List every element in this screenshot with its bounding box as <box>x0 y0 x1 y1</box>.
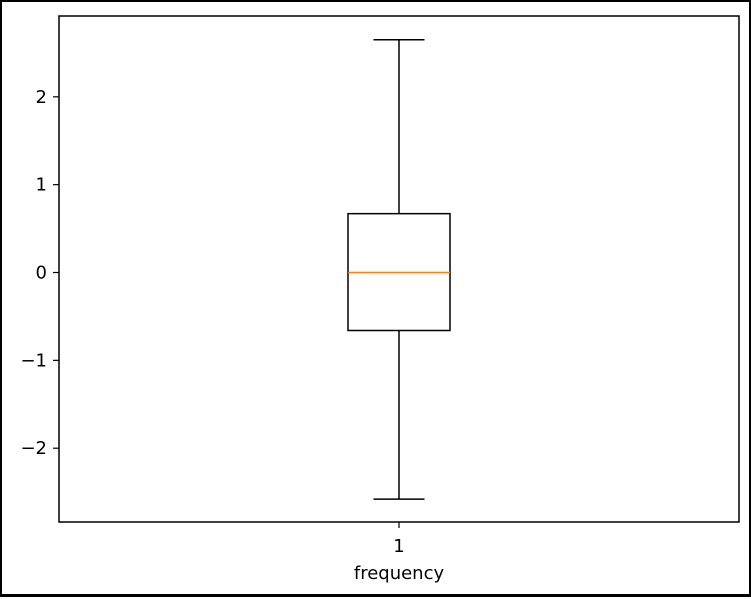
y-tick-label: 0 <box>36 263 47 284</box>
box-series <box>347 38 451 500</box>
y-axis: −2 −1 0 1 2 <box>20 87 59 459</box>
y-tick-label: 1 <box>36 175 47 196</box>
y-tick-label: −1 <box>20 350 47 371</box>
x-axis-label: frequency <box>354 563 445 584</box>
y-tick-label: −2 <box>20 438 47 459</box>
x-tick-label: 1 <box>393 536 404 557</box>
y-tick-label: 2 <box>36 87 47 108</box>
x-axis: 1 <box>393 522 405 557</box>
